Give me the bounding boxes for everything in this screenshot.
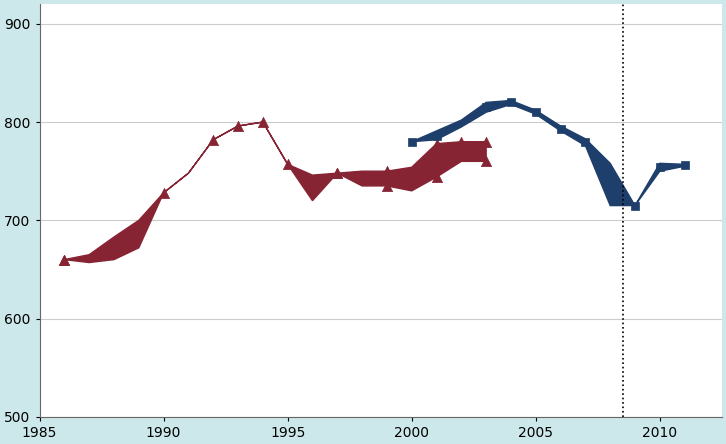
Point <box>59 256 70 263</box>
Point <box>604 182 616 189</box>
Point <box>332 170 343 177</box>
Point <box>555 125 566 132</box>
Point <box>59 256 70 263</box>
Point <box>481 104 492 111</box>
Polygon shape <box>412 100 685 206</box>
Point <box>481 138 492 145</box>
Point <box>455 138 467 145</box>
Point <box>406 138 417 145</box>
Point <box>431 132 442 139</box>
Point <box>505 99 517 106</box>
Point <box>431 174 442 181</box>
Point <box>257 119 269 126</box>
Point <box>208 136 219 143</box>
Point <box>232 123 244 130</box>
Point <box>654 164 666 171</box>
Point <box>481 158 492 165</box>
Polygon shape <box>65 122 486 262</box>
Point <box>530 109 542 116</box>
Point <box>381 182 393 190</box>
Point <box>579 138 591 145</box>
Point <box>629 202 641 209</box>
Point <box>282 161 293 168</box>
Point <box>431 140 442 147</box>
Point <box>381 168 393 175</box>
Point <box>679 162 690 169</box>
Point <box>332 170 343 177</box>
Point <box>158 189 169 196</box>
